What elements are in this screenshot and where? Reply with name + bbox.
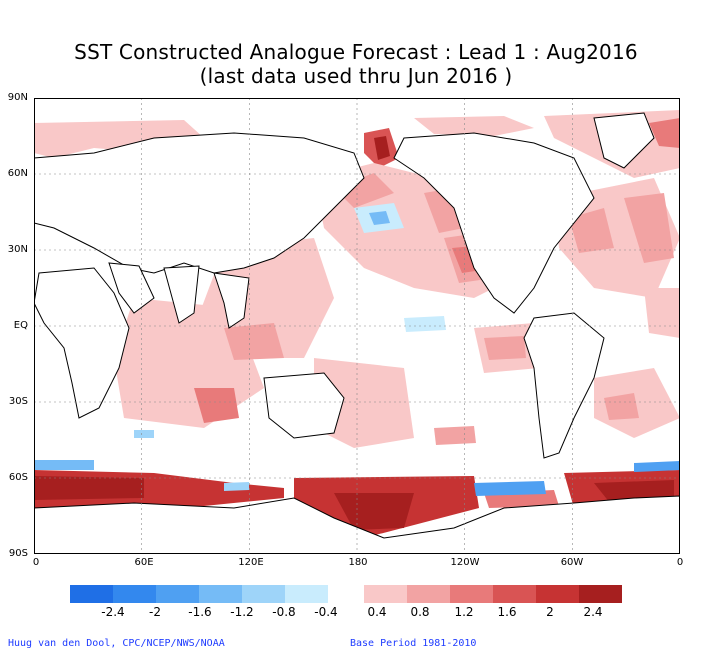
lat-label-90s: 90S — [8, 548, 28, 559]
legend-label-pos-1.2: 1.2 — [454, 605, 474, 619]
chart-subtitle: (last data used thru Jun 2016 ) — [199, 64, 513, 88]
legend-label-neg-0.8: -0.8 — [272, 605, 296, 619]
legend-swatch-negative-6 — [285, 585, 328, 603]
graticule — [34, 98, 680, 554]
legend-swatch-positive-5 — [536, 585, 579, 603]
legend-label-neg-1.2: -1.2 — [230, 605, 254, 619]
lon-label-0: 0 — [32, 557, 40, 568]
legend-label-neg-2.4: -2.4 — [101, 605, 125, 619]
legend-label-pos-0.8: 0.8 — [410, 605, 430, 619]
legend-swatch-positive-1 — [364, 585, 407, 603]
lon-label-60e: 60E — [134, 557, 154, 568]
legend-swatch-negative-3 — [156, 585, 199, 603]
lon-label-60w: 60W — [560, 557, 584, 568]
chart-title: SST Constructed Analogue Forecast : Lead… — [74, 40, 638, 64]
lat-label-eq: EQ — [13, 320, 28, 331]
legend-swatch-positive-2 — [407, 585, 450, 603]
credit-text: Huug van den Dool, CPC/NCEP/NWS/NOAA — [8, 638, 225, 649]
lat-label-30s: 30S — [8, 396, 28, 407]
legend-label-neg-2: -2 — [149, 605, 161, 619]
negative-swatches — [70, 585, 328, 603]
lat-label-30n: 30N — [7, 244, 28, 255]
legend-swatch-negative-2 — [113, 585, 156, 603]
legend-label-pos-2.4: 2.4 — [583, 605, 603, 619]
sst-anomaly-map — [34, 98, 680, 554]
legend-label-pos-2: 2 — [546, 605, 554, 619]
legend-label-neg-1.6: -1.6 — [188, 605, 212, 619]
lat-label-60s: 60S — [8, 472, 28, 483]
lon-label-0-east: 0 — [676, 557, 684, 568]
lon-label-180: 180 — [348, 557, 368, 568]
legend-swatch-positive-6 — [579, 585, 622, 603]
color-scale-bar — [70, 585, 622, 603]
legend-label-pos-0.4: 0.4 — [367, 605, 387, 619]
legend-swatch-negative-1 — [70, 585, 113, 603]
lat-label-90n: 90N — [7, 92, 28, 103]
legend-swatch-negative-5 — [242, 585, 285, 603]
coastlines — [34, 112, 680, 554]
base-period-text: Base Period 1981-2010 — [350, 638, 477, 649]
lon-label-120w: 120W — [450, 557, 480, 568]
lon-label-120e: 120E — [238, 557, 264, 568]
legend-label-pos-1.6: 1.6 — [497, 605, 517, 619]
legend-swatch-negative-4 — [199, 585, 242, 603]
lat-label-60n: 60N — [7, 168, 28, 179]
legend-label-neg-0.4: -0.4 — [314, 605, 338, 619]
legend-swatch-positive-3 — [450, 585, 493, 603]
legend-swatch-positive-4 — [493, 585, 536, 603]
positive-swatches — [364, 585, 622, 603]
